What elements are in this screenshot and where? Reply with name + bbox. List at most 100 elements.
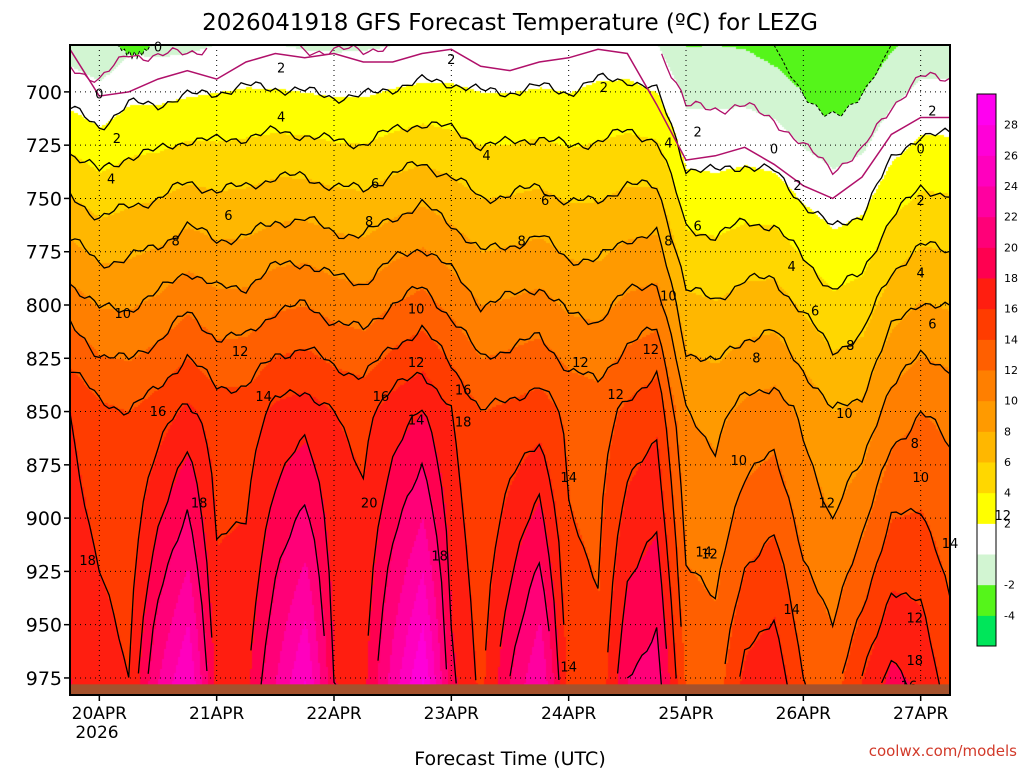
- contour-label: 14: [408, 413, 425, 428]
- colorbar-swatch: [977, 462, 996, 494]
- colorbar-tick-label: 6: [1004, 456, 1011, 469]
- contour-label: 4: [787, 260, 795, 275]
- x-tick-label: 27APR: [893, 704, 949, 724]
- colorbar-swatch: [977, 400, 996, 432]
- contour-label: 10: [912, 471, 929, 486]
- contour-label: 10: [731, 454, 748, 469]
- colorbar-tick-label: 22: [1004, 211, 1018, 224]
- contour-label: 2: [277, 62, 285, 77]
- contour-label: 18: [907, 654, 924, 669]
- colorbar-tick-label: 2: [1004, 517, 1011, 530]
- terrain-band: [70, 684, 950, 695]
- colorbar-swatch: [977, 278, 996, 310]
- contour-labels: 0024681012141618182468101214162018246812…: [79, 40, 1011, 694]
- colorbar-swatch: [977, 370, 996, 402]
- x-tick-label: 26APR: [776, 704, 832, 724]
- contour-label: 2: [600, 81, 608, 96]
- colorbar-frame: [976, 93, 997, 647]
- below-minus2-region: [773, 44, 892, 118]
- colorbar-tick-label: 14: [1004, 333, 1018, 346]
- colorbar-tick-label: 4: [1004, 487, 1011, 500]
- contour-label: 10: [115, 307, 132, 322]
- contour-label: 12: [572, 356, 589, 371]
- contour-label: 12: [643, 343, 660, 358]
- y-tick-label: 900: [26, 508, 62, 530]
- contour-label: 18: [455, 416, 472, 431]
- isotherm-4: [69, 121, 951, 290]
- colorbar-swatch: [977, 186, 996, 218]
- contour-label: 12: [907, 612, 924, 627]
- colorbar-tick-label: -2: [1004, 579, 1015, 592]
- terrain: [70, 684, 950, 695]
- x-axis-title: Forecast Time (UTC): [414, 748, 605, 768]
- colorbar-swatch: [977, 339, 996, 371]
- colorbar-tick-label: 28: [1004, 119, 1018, 132]
- x-tick-label: 21APR: [189, 704, 245, 724]
- contour-label: 12: [819, 497, 836, 512]
- colorbar-tick-label: 10: [1004, 395, 1018, 408]
- contour-label: 6: [928, 317, 936, 332]
- contour-label: 18: [79, 554, 96, 569]
- chart-title: 2026041918 GFS Forecast Temperature (ºC)…: [202, 10, 818, 36]
- isotherm-18: [137, 409, 917, 695]
- contour-label: 6: [371, 177, 379, 192]
- contour-label: 12: [607, 388, 624, 403]
- x-tick-label: 20APR: [72, 704, 128, 724]
- contour-label: 18: [431, 550, 448, 565]
- contour-label: 16: [455, 384, 472, 399]
- y-tick-label: 700: [26, 82, 62, 104]
- contour-label: 4: [917, 266, 925, 281]
- contour-label: 8: [846, 339, 854, 354]
- colorbar-swatch: [977, 124, 996, 156]
- contour-label: 2: [694, 126, 702, 141]
- contour-label: 0: [95, 87, 103, 102]
- contour-label: 8: [518, 234, 526, 249]
- colorbar-tick-label: 8: [1004, 425, 1011, 438]
- colorbar-swatch: [977, 554, 996, 586]
- contour-label: 10: [408, 303, 425, 318]
- colorbar-swatch: [977, 308, 996, 340]
- contour-label: 2: [793, 179, 801, 194]
- contour-label: 14: [560, 661, 577, 676]
- contour-label: 2: [113, 132, 121, 147]
- x-year-label: 2026: [75, 723, 118, 743]
- contour-label: 4: [664, 136, 672, 151]
- colorbar-tick-label: 16: [1004, 303, 1018, 316]
- contour-label: 12: [408, 356, 425, 371]
- contour-label: 4: [277, 111, 285, 126]
- contour-label: 8: [752, 352, 760, 367]
- contour-label: 6: [541, 194, 549, 209]
- contour-label: 16: [373, 390, 390, 405]
- contour-label: 14: [695, 546, 712, 561]
- plot-frame: [69, 44, 951, 696]
- y-tick-label: 925: [26, 561, 62, 583]
- x-tick-label: 23APR: [424, 704, 480, 724]
- colorbar-swatch: [977, 431, 996, 463]
- isotherm-6: [69, 160, 951, 356]
- colorbar-swatch: [977, 155, 996, 187]
- colorbar-tick-label: 26: [1004, 149, 1018, 162]
- contour-label: 18: [191, 497, 208, 512]
- colorbar-tick-label: 12: [1004, 364, 1018, 377]
- isotherm-20: [147, 461, 663, 689]
- colorbar-swatch: [977, 615, 996, 647]
- contour-label: 12: [701, 548, 718, 563]
- colorbar-swatch: [977, 247, 996, 279]
- isotherm-8: [69, 198, 951, 410]
- colorbar-swatch: [977, 216, 996, 248]
- colorbar-tick-label: 20: [1004, 241, 1018, 254]
- contour-label: 10: [836, 407, 853, 422]
- x-axis: 20APR 21APR 22APR 23APR 24APR 25APR 26APR 27APR: [72, 695, 949, 724]
- y-tick-label: 725: [26, 135, 62, 157]
- colorbar-tick-label: -4: [1004, 609, 1015, 622]
- y-tick-label: 800: [26, 295, 62, 317]
- contour-label: 14: [783, 603, 800, 618]
- credit-label: coolwx.com/models: [869, 742, 1017, 760]
- x-tick-label: 25APR: [658, 704, 714, 724]
- temperature-raster: [70, 45, 950, 695]
- x-tick-label: 24APR: [541, 704, 597, 724]
- contour-label: 8: [911, 437, 919, 452]
- contour-label: 6: [224, 209, 232, 224]
- colorbar-swatch: [977, 584, 996, 616]
- contour-label: 2: [928, 104, 936, 119]
